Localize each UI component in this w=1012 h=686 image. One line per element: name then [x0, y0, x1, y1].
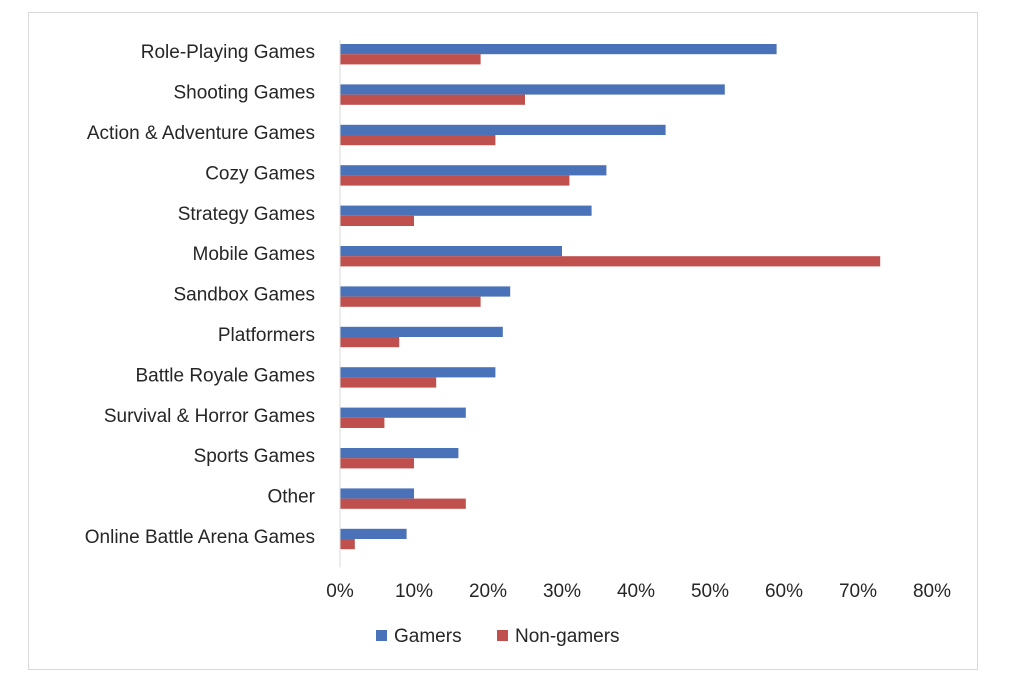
bar-gamers-online-battle-arena-games	[340, 528, 407, 539]
category-label-cozy-games: Cozy Games	[205, 163, 315, 184]
bar-non-gamers-survival-and-horror-games	[340, 417, 385, 428]
legend-label-gamers: Gamers	[394, 626, 462, 647]
bar-gamers-survival-and-horror-games	[340, 407, 466, 418]
chart-frame	[28, 12, 978, 670]
x-tick-label-2: 20%	[469, 581, 507, 602]
category-label-other: Other	[267, 487, 315, 508]
x-tick-label-8: 80%	[913, 581, 951, 602]
bar-non-gamers-sandbox-games	[340, 296, 481, 307]
x-tick-label-7: 70%	[839, 581, 877, 602]
bar-non-gamers-strategy-games	[340, 215, 414, 226]
bar-non-gamers-other	[340, 498, 466, 509]
category-label-role-playing-games: Role-Playing Games	[141, 42, 315, 63]
bar-gamers-sports-games	[340, 448, 459, 459]
bar-non-gamers-platformers	[340, 337, 400, 348]
bar-non-gamers-sports-games	[340, 458, 414, 469]
bar-non-gamers-mobile-games	[340, 256, 881, 267]
bar-gamers-action-and-adventure-games	[340, 124, 666, 135]
x-tick-label-5: 50%	[691, 581, 729, 602]
bar-gamers-shooting-games	[340, 84, 725, 95]
bar-gamers-platformers	[340, 326, 503, 337]
category-label-sports-games: Sports Games	[194, 446, 315, 467]
legend-swatch-gamers	[376, 630, 387, 641]
legend-label-non-gamers: Non-gamers	[515, 626, 620, 647]
bar-gamers-strategy-games	[340, 205, 592, 216]
bar-non-gamers-battle-royale-games	[340, 377, 437, 388]
x-tick-label-4: 40%	[617, 581, 655, 602]
bar-gamers-cozy-games	[340, 165, 607, 176]
category-label-battle-royale-games: Battle Royale Games	[135, 365, 315, 386]
category-label-action-and-adventure-games: Action & Adventure Games	[87, 123, 315, 144]
x-tick-label-3: 30%	[543, 581, 581, 602]
category-label-platformers: Platformers	[218, 325, 315, 346]
bar-gamers-role-playing-games	[340, 44, 777, 55]
bar-gamers-sandbox-games	[340, 286, 511, 297]
bar-non-gamers-cozy-games	[340, 175, 570, 186]
bar-non-gamers-shooting-games	[340, 94, 525, 105]
bar-non-gamers-online-battle-arena-games	[340, 539, 355, 550]
bar-gamers-battle-royale-games	[340, 367, 496, 378]
bar-gamers-other	[340, 488, 414, 499]
bar-gamers-mobile-games	[340, 246, 562, 257]
category-label-strategy-games: Strategy Games	[178, 204, 315, 225]
x-tick-label-0: 0%	[326, 581, 354, 602]
category-label-sandbox-games: Sandbox Games	[173, 285, 315, 306]
category-label-mobile-games: Mobile Games	[193, 244, 316, 265]
x-tick-label-1: 10%	[395, 581, 433, 602]
category-label-shooting-games: Shooting Games	[173, 83, 315, 104]
bar-non-gamers-action-and-adventure-games	[340, 135, 496, 146]
x-tick-label-6: 60%	[765, 581, 803, 602]
category-label-online-battle-arena-games: Online Battle Arena Games	[85, 527, 315, 548]
bar-non-gamers-role-playing-games	[340, 54, 481, 65]
legend-swatch-non-gamers	[497, 630, 508, 641]
category-label-survival-and-horror-games: Survival & Horror Games	[104, 406, 315, 427]
